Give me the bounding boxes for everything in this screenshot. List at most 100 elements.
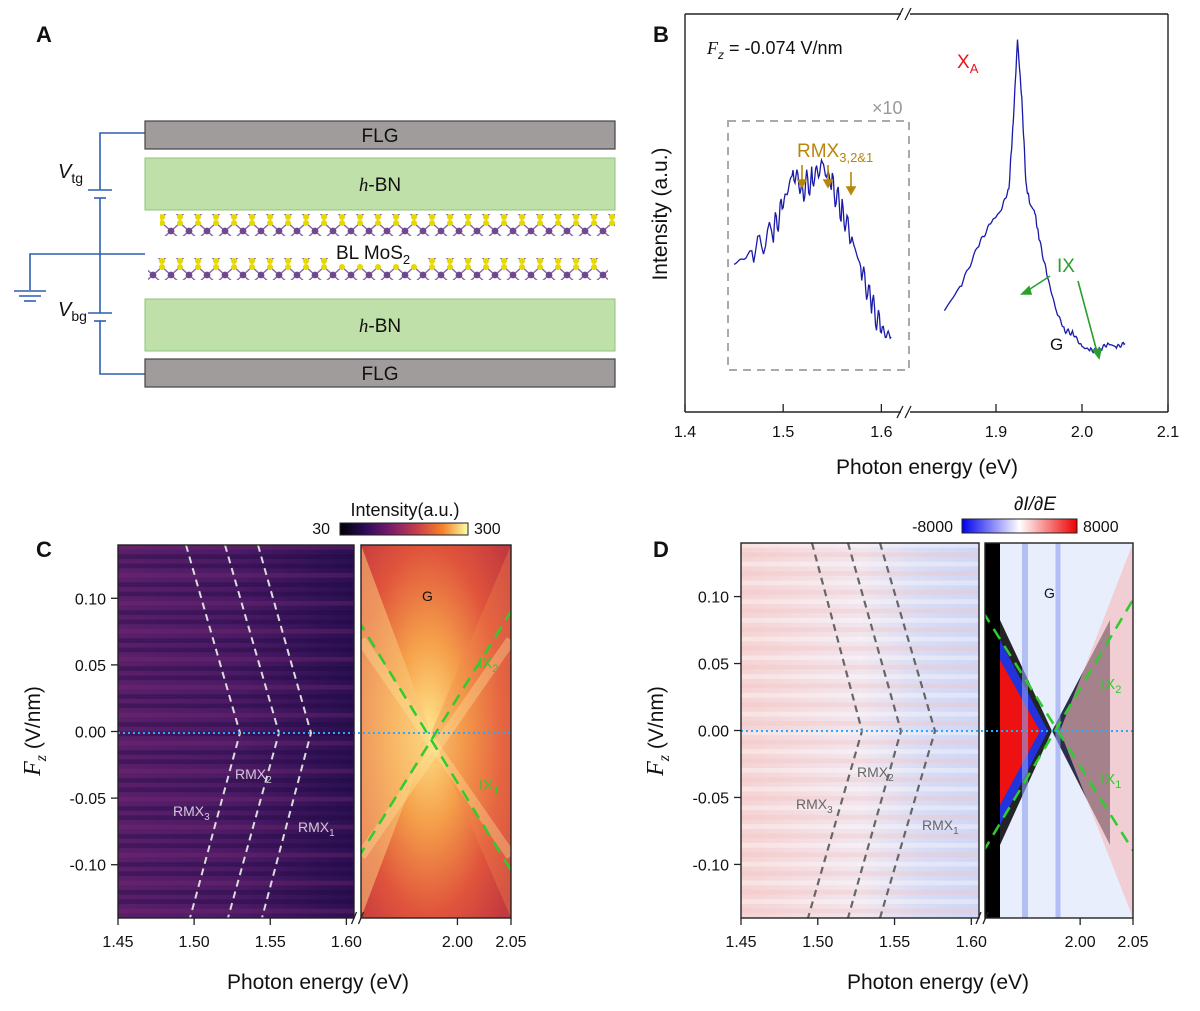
texture-stripe	[118, 750, 354, 755]
panel-c-ix1-label: IX1	[479, 777, 499, 797]
ix-arrows	[1020, 275, 1103, 360]
texture-stripe	[741, 768, 979, 773]
texture-stripe	[741, 749, 979, 754]
texture-stripe	[118, 852, 354, 858]
flg-top-layer	[144, 120, 616, 150]
texture-stripe	[741, 552, 979, 558]
texture-stripe	[741, 693, 979, 698]
hbn-top-layer	[144, 157, 616, 211]
texture-stripe	[118, 619, 354, 625]
flg-bottom-layer	[144, 358, 616, 388]
texture-stripe	[741, 899, 979, 904]
panel-c-ix2-label: IX2	[478, 655, 498, 675]
texture-stripe	[741, 833, 979, 839]
panel-c-rmx1-label: RMX1	[298, 819, 335, 839]
panel-c-x-axis-label: Photon energy (eV)	[227, 971, 409, 994]
texture-stripe	[118, 675, 354, 681]
texture-stripe	[118, 778, 354, 783]
texture-stripe	[118, 815, 354, 821]
texture-stripe	[118, 908, 354, 914]
texture-stripe	[741, 843, 979, 848]
texture-stripe	[741, 852, 979, 858]
texture-stripe	[118, 731, 354, 737]
texture-stripe	[741, 786, 979, 792]
texture-stripe	[741, 608, 979, 614]
texture-stripe	[741, 908, 979, 914]
texture-stripe	[118, 610, 354, 615]
panel-d-rmx2-label: RMX2	[857, 764, 894, 784]
flg-bottom-label: FLG	[362, 364, 399, 385]
panel-d-x-tick-label: 2.05	[1117, 934, 1148, 951]
texture-stripe	[741, 871, 979, 876]
panel-a-letter: A	[36, 22, 52, 47]
panel-d-x-axis-label: Photon energy (eV)	[847, 971, 1029, 994]
texture-stripe	[741, 814, 979, 820]
texture-stripe	[118, 880, 354, 886]
panel-b-x-tick-label: 2.0	[1071, 424, 1093, 441]
texture-stripe	[118, 806, 354, 811]
texture-stripe	[741, 646, 979, 651]
panel-d-x-tick-label: 1.55	[879, 934, 910, 951]
flg-top-label: FLG	[362, 126, 399, 147]
rmx-peaks-label: RMX3,2&1	[797, 141, 873, 165]
texture-stripe	[118, 684, 354, 690]
panel-d-heatmap-left	[741, 543, 979, 918]
texture-stripe	[118, 572, 354, 578]
panel-c-letter: C	[36, 537, 52, 562]
panel-c-y-tick-label: 0.10	[75, 591, 106, 608]
texture-stripe	[741, 683, 979, 689]
texture-stripe	[741, 824, 979, 829]
texture-stripe	[741, 880, 979, 886]
mos2-bottom-layer	[148, 258, 608, 280]
texture-stripe	[741, 599, 979, 604]
rmx1-dashed-line	[257, 545, 313, 918]
panel-c-y-tick-label: 0.05	[75, 658, 106, 675]
panel-d-y-tick-label: 0.10	[698, 590, 729, 607]
texture-stripe	[741, 561, 979, 567]
panel-c-colorbar-title: Intensity(a.u.)	[350, 500, 459, 520]
texture-stripe	[741, 674, 979, 679]
panel-c-g-label: G	[422, 588, 433, 604]
texture-stripe	[741, 796, 979, 801]
panel-d-axis-break	[982, 911, 989, 925]
panel-d-colorbar-max: 8000	[1083, 519, 1119, 536]
panel-d-letter: D	[653, 537, 669, 562]
panel-a: A Vtg Vbg FLG h-BN BL MoS2 h-BN	[14, 22, 616, 388]
texture-stripe	[118, 740, 354, 746]
panel-b: B ×10 Fz = -0.074 V/nm XA RMX3,2&1 IX	[649, 7, 1179, 479]
panel-d-rmx3-label: RMX3	[796, 796, 833, 816]
panel-c-y-tick-label: 0.00	[75, 725, 106, 742]
panel-d-ix2-label: IX2	[1101, 676, 1121, 696]
magnified-region-box	[727, 120, 910, 371]
panel-c-y-tick-label: -0.10	[70, 858, 107, 875]
panel-d-axis-break	[975, 911, 982, 925]
panel-c-colorbar-min: 30	[312, 521, 330, 538]
panel-d-colorbar	[961, 518, 1078, 534]
panel-d-x-tick-label: 1.60	[956, 934, 987, 951]
panel-b-y-axis-label: Intensity (a.u.)	[649, 147, 672, 280]
texture-stripe	[741, 777, 979, 783]
panel-b-ticks: 1.4 1.5 1.6 1.9 2.0 2.1	[674, 404, 1179, 441]
texture-stripe	[741, 636, 979, 642]
texture-stripe	[741, 618, 979, 623]
texture-stripe	[118, 647, 354, 653]
texture-stripe	[741, 861, 979, 867]
magnification-label: ×10	[872, 98, 903, 118]
texture-stripe	[118, 591, 354, 597]
panel-b-letter: B	[653, 22, 669, 47]
rmx-arrows	[796, 165, 857, 196]
texture-stripe	[118, 722, 354, 727]
panel-b-x-tick-label: 2.1	[1157, 424, 1179, 441]
panel-c-left-texture	[118, 545, 354, 918]
hbn-bottom-layer	[144, 298, 616, 352]
texture-stripe	[118, 666, 354, 671]
panel-d-ticks: 1.45 1.50 1.55 1.60 2.00 2.05 0.10 0.05 0.00 -0.0…	[693, 590, 1149, 951]
panel-d-x-tick-label: 2.00	[1065, 934, 1096, 951]
panel-c-axis-break	[350, 911, 358, 925]
panel-d-rmx1-dashed-line	[878, 543, 937, 918]
texture-stripe	[741, 627, 979, 633]
panel-c-ticks: 1.45 1.50 1.55 1.60 2.00 2.05 0.10 0.05 0.00 -0.0…	[70, 591, 527, 951]
panel-d-g-label: G	[1044, 585, 1055, 601]
panel-d-ix2-dashed-line	[985, 597, 1133, 852]
